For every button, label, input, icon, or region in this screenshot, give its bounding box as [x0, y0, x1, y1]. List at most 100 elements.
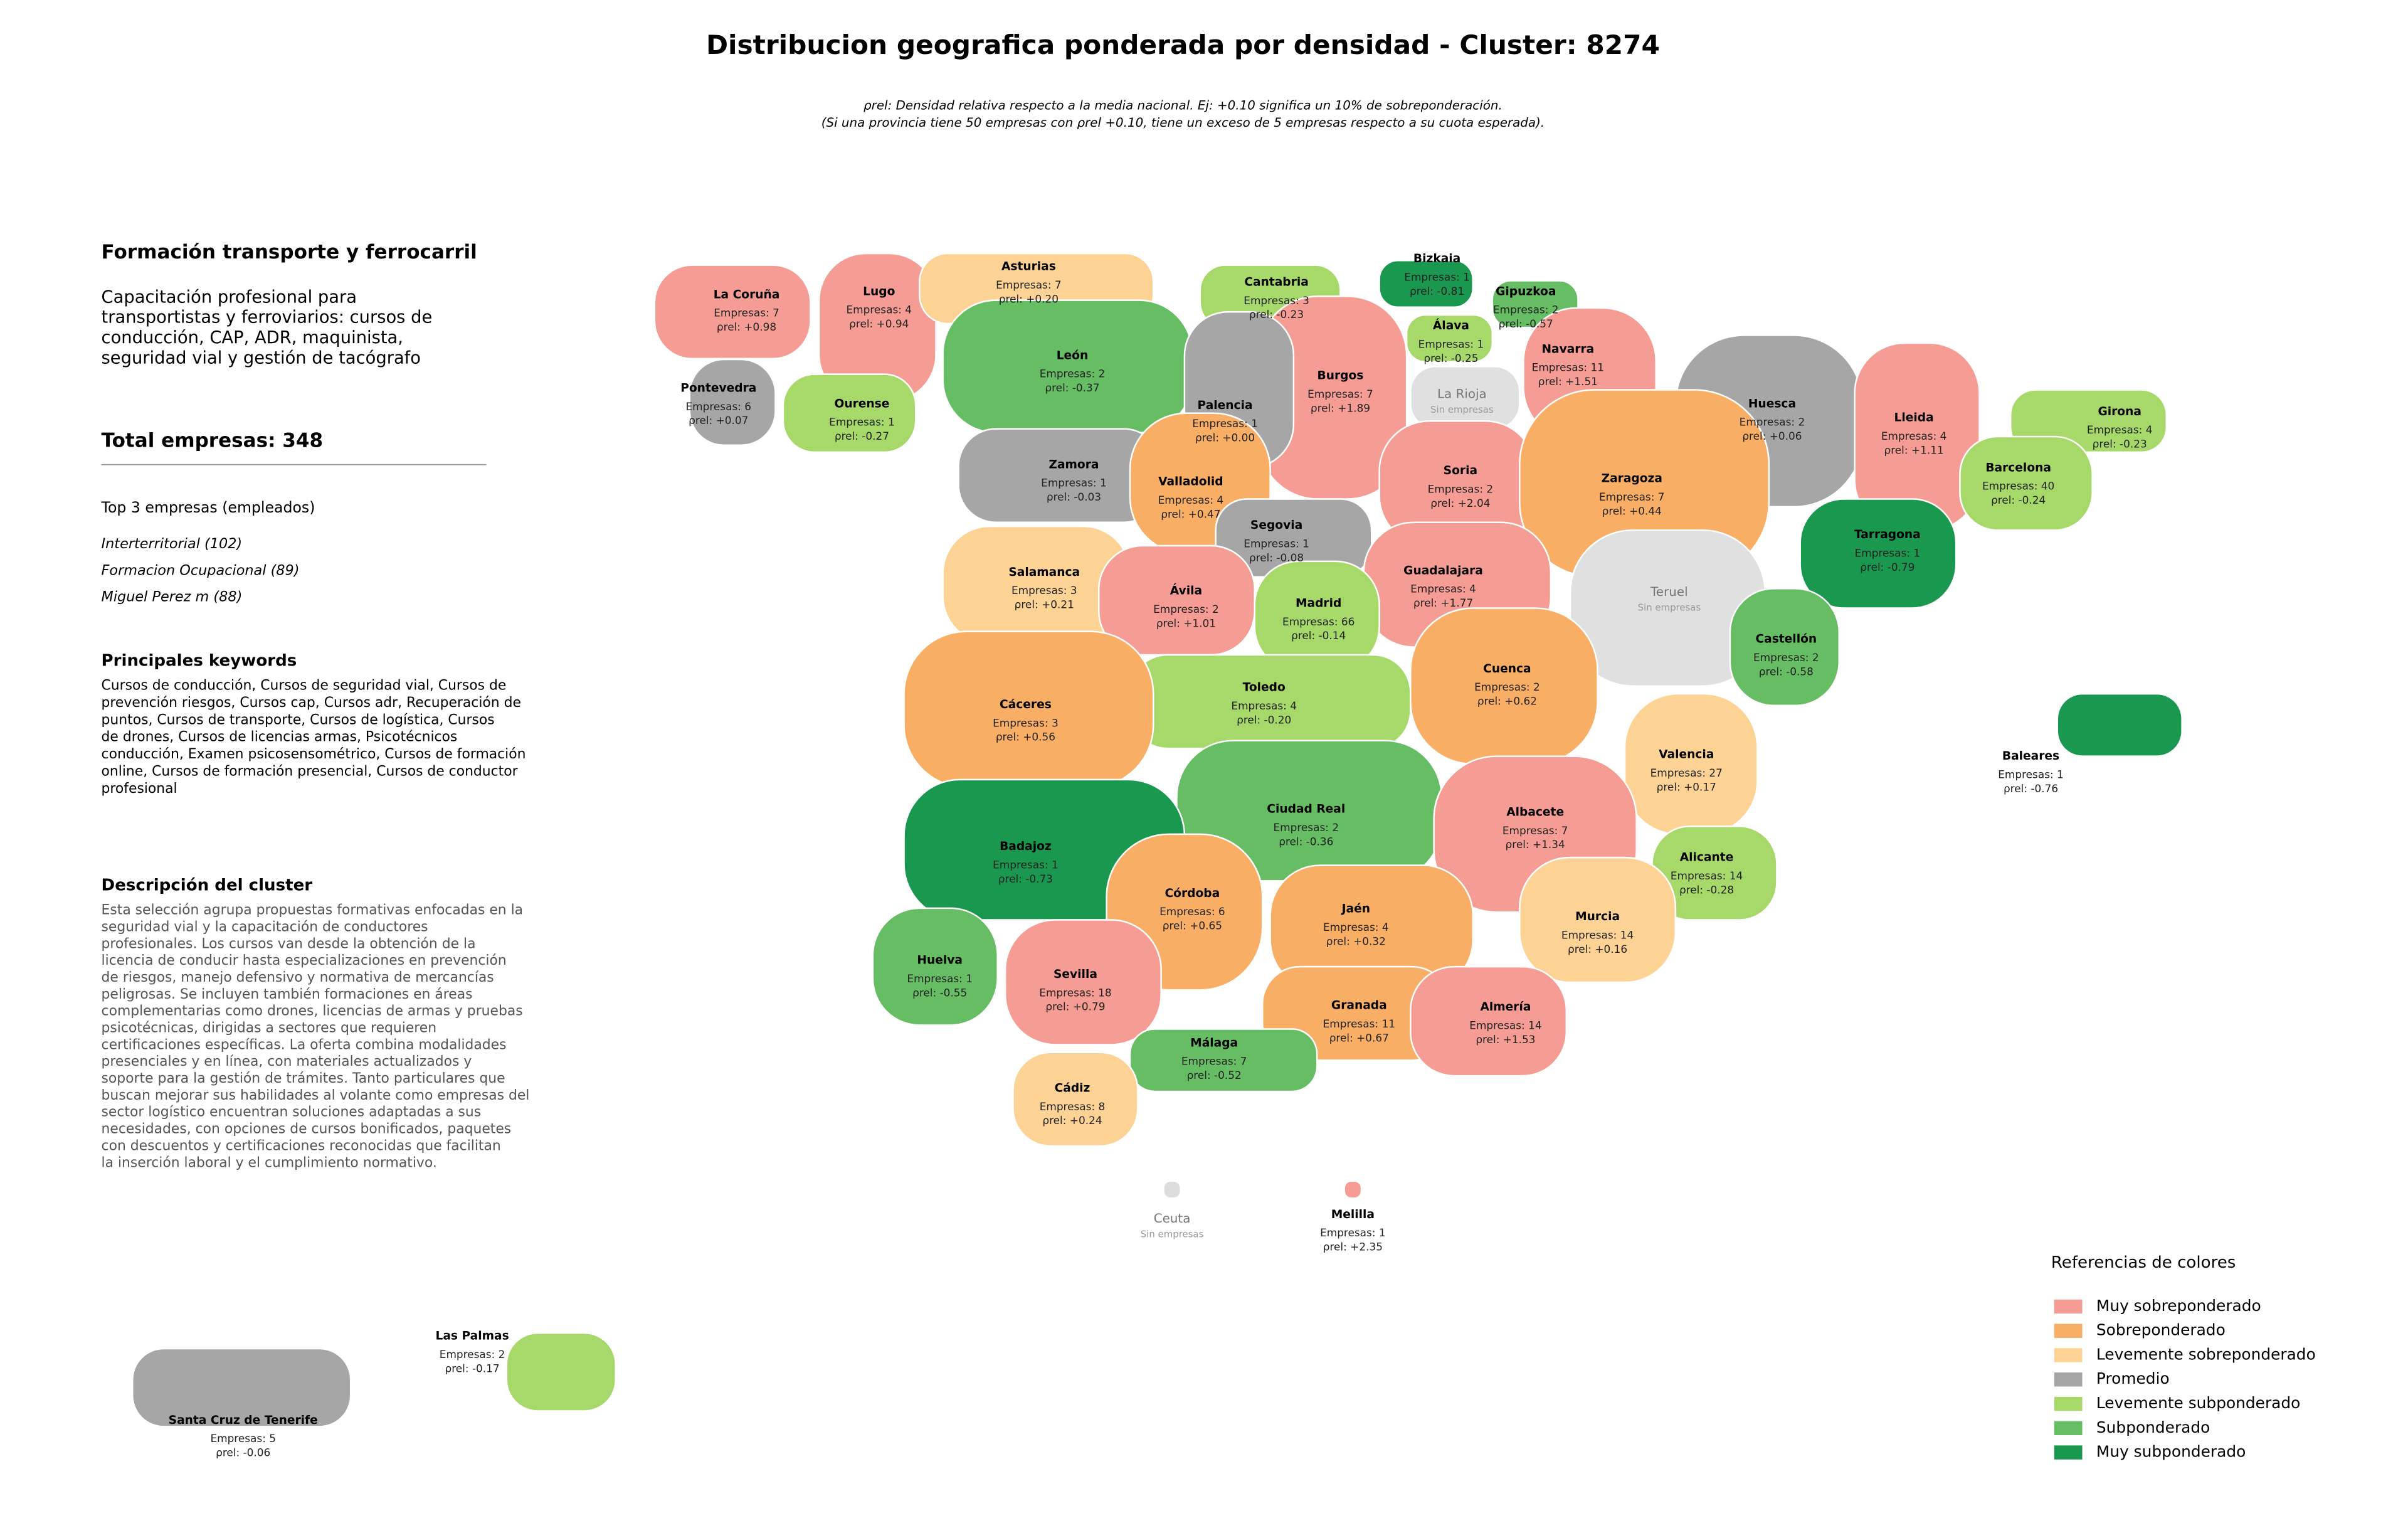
- province-rho: ρrel: -0.24: [1991, 494, 2046, 506]
- province-name: Jaén: [1341, 903, 1370, 916]
- province-rho: ρrel: -0.58: [1759, 665, 1814, 677]
- province-rho: ρrel: -0.17: [445, 1362, 500, 1374]
- province-name: La Coruña: [714, 288, 780, 301]
- province-name: Valladolid: [1158, 475, 1223, 489]
- cluster-name: Formación transporte y ferrocarril: [102, 241, 477, 263]
- province-empresas: Empresas: 1: [1244, 538, 1309, 550]
- legend-title: Referencias de colores: [2051, 1253, 2236, 1272]
- province-empresas: Empresas: 2: [1274, 821, 1339, 834]
- province-empresas: Empresas: 4: [1881, 430, 1947, 442]
- province-name: Santa Cruz de Tenerife: [169, 1414, 318, 1427]
- summary-line: Capacitación profesional para: [102, 287, 357, 307]
- province-name: Cuenca: [1483, 662, 1531, 676]
- province-rho: ρrel: +1.01: [1156, 617, 1216, 629]
- province-empresas: Empresas: 40: [1982, 480, 2054, 492]
- province-name: Huesca: [1748, 397, 1796, 410]
- subtitle: ρrel: Densidad relativa respecto a la me…: [863, 98, 1502, 113]
- province-rho: ρrel: +1.11: [1884, 443, 1944, 456]
- province-empresas: Empresas: 4: [1231, 699, 1297, 712]
- legend-label: Muy subponderado: [2096, 1443, 2246, 1461]
- province-name: Álava: [1433, 318, 1469, 332]
- province-empresas: Empresas: 1: [1855, 546, 1921, 559]
- keywords-line: Cursos de conducción, Cursos de segurida…: [102, 678, 507, 694]
- province-empresas: Empresas: 4: [2087, 423, 2153, 436]
- province-empresas: Empresas: 6: [1159, 905, 1225, 918]
- province-rho: ρrel: -0.08: [1249, 551, 1304, 564]
- legend-label: Subponderado: [2096, 1418, 2210, 1436]
- province-shape: [1959, 435, 2093, 531]
- province-empresas: Empresas: 4: [1323, 921, 1389, 933]
- legend-swatch: [2054, 1324, 2083, 1338]
- keywords-line: online, Cursos de formación presencial, …: [102, 763, 518, 779]
- province-rho: ρrel: +0.00: [1195, 432, 1255, 444]
- description-line: psicotécnicas, dirigidas a sectores que …: [102, 1021, 437, 1036]
- province-name: La Rioja: [1437, 386, 1487, 401]
- province-name: Segovia: [1250, 519, 1302, 532]
- province-rho: ρrel: +0.21: [1015, 598, 1074, 610]
- province-shape: [1004, 919, 1162, 1046]
- province-name: Madrid: [1296, 597, 1341, 610]
- province-rho: ρrel: -0.55: [912, 986, 967, 999]
- keywords-line: conducción, Examen psicosensométrico, Cu…: [102, 746, 526, 762]
- panel: Distribucion geografica ponderada por de…: [101, 29, 2316, 1460]
- map: [132, 252, 2183, 1428]
- keywords-line: profesional: [102, 781, 177, 797]
- province-name: Ciudad Real: [1267, 803, 1345, 816]
- province-empresas: Empresas: 2: [1040, 368, 1106, 380]
- province-rho: ρrel: -0.28: [1679, 883, 1734, 896]
- province-rho: ρrel: +0.32: [1326, 935, 1386, 947]
- province-rho: ρrel: -0.76: [2004, 782, 2058, 795]
- province-name: Baleares: [2002, 750, 2059, 763]
- province-name: León: [1057, 349, 1089, 362]
- description-line: con descuentos y certificaciones reconoc…: [102, 1138, 501, 1154]
- province-empresas: Empresas: 14: [1671, 869, 1743, 882]
- province-note: Sin empresas: [1430, 404, 1494, 415]
- province-name: Granada: [1331, 999, 1387, 1012]
- province-empresas: Empresas: 2: [1753, 651, 1819, 664]
- province-rho: ρrel: +0.67: [1329, 1031, 1389, 1044]
- province-name: Sevilla: [1054, 968, 1097, 981]
- province-empresas: Empresas: 3: [1011, 584, 1077, 597]
- province-name: Badajoz: [1000, 840, 1052, 853]
- province-shape: [1729, 588, 1840, 707]
- province-empresas: Empresas: 2: [1493, 304, 1559, 316]
- legend-label: Promedio: [2096, 1369, 2170, 1387]
- title: Distribucion geografica ponderada por de…: [706, 29, 1660, 60]
- province-shape: [872, 907, 998, 1026]
- province-rho: ρrel: +0.65: [1163, 919, 1222, 931]
- keywords-line: puntos, Cursos de transporte, Cursos de …: [102, 712, 495, 728]
- province-rho: ρrel: +1.77: [1413, 597, 1473, 609]
- description-line: la inserción laboral y el cumplimiento n…: [102, 1155, 437, 1170]
- province-name: Gipuzkoa: [1496, 285, 1556, 298]
- province-shape: [505, 1332, 616, 1412]
- legend-swatch: [2054, 1445, 2083, 1460]
- keywords-title: Principales keywords: [102, 651, 297, 670]
- province-name: Pontevedra: [680, 382, 756, 395]
- description-line: Esta selección agrupa propuestas formati…: [102, 903, 524, 918]
- province-name: Lleida: [1894, 411, 1934, 425]
- province-empresas: Empresas: 2: [1153, 603, 1219, 615]
- province-shape: [1519, 856, 1677, 984]
- province-name: Cáceres: [1000, 698, 1052, 711]
- province-rho: ρrel: +0.98: [717, 321, 776, 333]
- province-rho: ρrel: +0.17: [1657, 780, 1716, 793]
- province-shape: [1799, 498, 1957, 609]
- province-rho: ρrel: +1.34: [1506, 838, 1565, 851]
- province-empresas: Empresas: 1: [1418, 337, 1484, 350]
- province-rho: ρrel: -0.03: [1047, 491, 1101, 503]
- province-empresas: Empresas: 1: [907, 972, 973, 985]
- province-name: Las Palmas: [436, 1330, 509, 1343]
- legend-label: Muy sobreponderado: [2096, 1297, 2261, 1315]
- subtitle: (Si una provincia tiene 50 empresas con …: [821, 115, 1545, 130]
- province-name: Burgos: [1318, 369, 1364, 383]
- province-empresas: Empresas: 66: [1282, 615, 1354, 628]
- summary-line: seguridad vial y gestión de tacógrafo: [102, 348, 421, 368]
- province-empresas: Empresas: 18: [1039, 986, 1111, 999]
- description-line: complementarias como drones, licencias d…: [102, 1004, 523, 1019]
- description-line: de riesgos, manejo defensivo y normativa…: [102, 970, 494, 985]
- province-empresas: Empresas: 1: [1192, 417, 1258, 430]
- description-line: peligrosas. Se incluyen también formacio…: [102, 987, 473, 1002]
- province-rho: ρrel: -0.81: [1410, 285, 1464, 297]
- keywords-line: prevención riesgos, Cursos cap, Cursos a…: [102, 695, 521, 711]
- province-name: Castellón: [1755, 633, 1817, 646]
